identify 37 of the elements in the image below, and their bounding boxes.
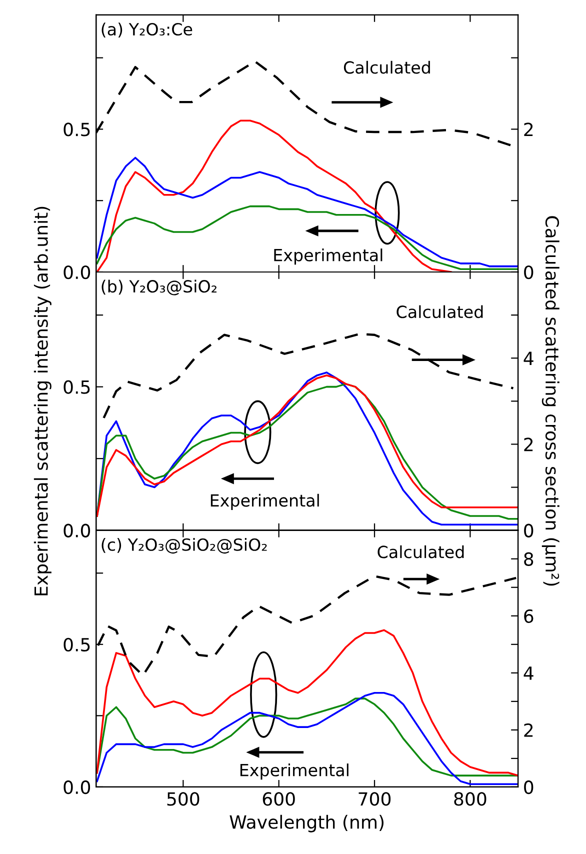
y-tick-label: 0.5 xyxy=(64,380,90,394)
y2-axis-title: Calculated scattering cross section (μm²) xyxy=(542,216,560,586)
y2-tick-label: 2 xyxy=(524,438,533,452)
annotation: Calculated xyxy=(344,60,430,74)
y-tick-label: 0.5 xyxy=(64,638,90,652)
y2-tick-label: 8 xyxy=(524,552,534,566)
y2-tick-label: 0 xyxy=(524,265,534,280)
y2-tick-label: 4 xyxy=(524,352,534,365)
annotation: Calculated xyxy=(396,305,483,318)
y-axis-title: Experimental scattering intensity (arb.unit) xyxy=(34,206,52,596)
line-series xyxy=(96,692,518,786)
y2-tick-label: 6 xyxy=(524,609,534,623)
line-series xyxy=(96,120,452,272)
y2-tick-label: 2 xyxy=(524,723,533,737)
y2-tick-label: 4 xyxy=(524,666,534,680)
annotation: Experimental xyxy=(274,248,382,265)
y-tick-label: 0.0 xyxy=(64,265,90,280)
chart-title: (a) Y₂O₃:Ce xyxy=(102,22,192,38)
x-tick-label: 600 xyxy=(262,792,295,806)
x-tick-label: 800 xyxy=(454,792,486,806)
chart-title: (b) Y₂O₃@SiO₂ xyxy=(102,280,216,296)
line-series xyxy=(102,332,514,420)
y2-tick-label: 0 xyxy=(524,780,534,794)
x-tick-label: 700 xyxy=(358,792,391,806)
annotation: Calculated xyxy=(378,545,464,558)
y2-tick-label: 0 xyxy=(524,524,534,538)
x-tick-label: 500 xyxy=(167,792,200,806)
line-series xyxy=(96,205,518,270)
annotation: Experimental xyxy=(240,764,348,780)
y-tick-label: 0.0 xyxy=(64,524,90,538)
annotation: Experimental xyxy=(210,494,319,510)
line-series xyxy=(96,156,518,268)
chart-title: (c) Y₂O₃@SiO₂@SiO₂ xyxy=(102,538,267,554)
x-axis-title: Wavelength (nm) xyxy=(230,814,384,832)
y-tick-label: 0.5 xyxy=(64,122,90,136)
y-tick-label: 0.0 xyxy=(64,780,90,794)
y2-tick-label: 2 xyxy=(524,122,533,136)
